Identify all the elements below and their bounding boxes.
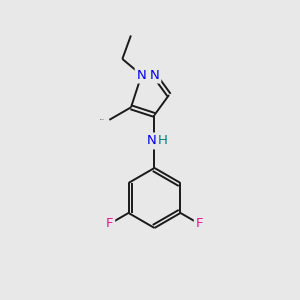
Text: N: N (136, 68, 146, 82)
Text: methyl: methyl (100, 119, 105, 121)
Text: N: N (147, 134, 156, 148)
Text: F: F (106, 218, 113, 230)
Text: H: H (158, 134, 167, 148)
Text: F: F (196, 218, 203, 230)
Text: N: N (150, 68, 159, 82)
